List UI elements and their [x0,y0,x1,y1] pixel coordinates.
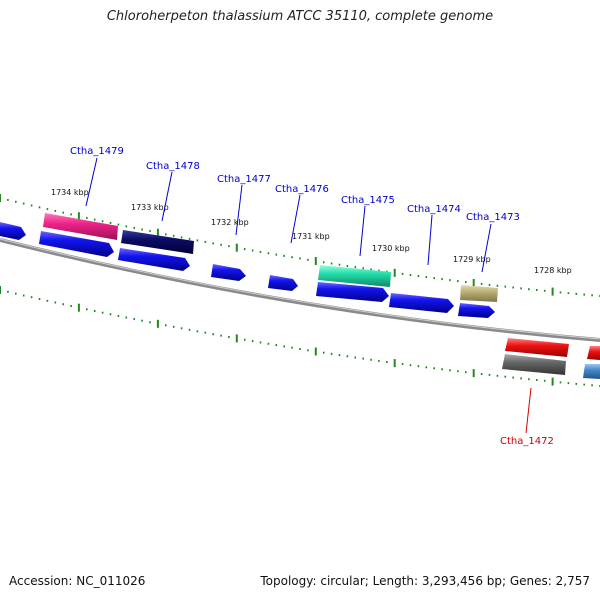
topology-text: Topology: circular; Length: 3,293,456 bp… [260,574,590,588]
ruler-label: 1731 kbp [292,232,330,241]
cds-arrow[interactable] [458,303,495,318]
accession-text: Accession: NC_011026 [9,574,146,588]
ruler-label: 1733 kbp [131,203,169,212]
cds-arrow[interactable] [118,248,190,271]
cds-arrow[interactable] [39,231,114,257]
genome-backbone [0,238,600,342]
gene-label-ctha-1472[interactable]: Ctha_1472 [500,436,554,447]
gene-arrow-ctha-1479[interactable] [43,213,118,240]
label-leaders [85,157,532,434]
gene-label-ctha-1478[interactable]: Ctha_1478 [146,161,200,172]
gene-arrow-ctha-1472[interactable] [505,338,569,357]
ruler-label: 1730 kbp [372,244,410,253]
outer-feature-track [43,213,600,379]
leader-line [85,157,98,207]
gene-label-ctha-1473[interactable]: Ctha_1473 [466,212,520,223]
inner-tick-ring [0,286,600,387]
gene-label-ctha-1479[interactable]: Ctha_1479 [70,146,124,157]
gene-arrow-ctha-1478[interactable] [121,230,194,254]
leader-line [235,184,243,236]
outer-tick-ring [0,194,600,297]
ruler-label: 1732 kbp [211,218,249,227]
leader-line [161,171,173,222]
leader-line [427,214,433,266]
gene-arrow-grey[interactable] [502,354,566,375]
leader-line [525,387,532,434]
gene-arrow-partial[interactable] [587,346,600,360]
leader-line [359,205,366,257]
ruler-labels: 1734 kbp 1733 kbp 1732 kbp 1731 kbp 1730… [51,188,572,275]
cds-arrow[interactable] [316,282,389,302]
cds-arrow[interactable] [389,293,454,313]
ruler-label: 1728 kbp [534,266,572,275]
leader-line [481,223,492,273]
gene-label-ctha-1475[interactable]: Ctha_1475 [341,195,395,206]
gene-arrow-ctha-1475[interactable] [318,265,391,287]
gene-label-ctha-1474[interactable]: Ctha_1474 [407,204,461,215]
cds-arrow[interactable] [0,222,26,240]
gene-label-ctha-1476[interactable]: Ctha_1476 [275,184,329,195]
ruler-label: 1729 kbp [453,255,491,264]
gene-arrow-steel[interactable] [583,364,600,379]
cds-arrow[interactable] [211,264,246,281]
genome-title: Chloroherpeton thalassium ATCC 35110, co… [106,9,494,24]
gene-label-ctha-1477[interactable]: Ctha_1477 [217,174,271,185]
leader-line [290,194,301,244]
gene-arrow-ctha-1473[interactable] [460,285,498,302]
cds-arrow[interactable] [268,275,298,291]
gene-labels: Ctha_1479 Ctha_1478 Ctha_1477 Ctha_1476 … [70,146,554,447]
ruler-label: 1734 kbp [51,188,89,197]
cds-track [0,222,495,318]
